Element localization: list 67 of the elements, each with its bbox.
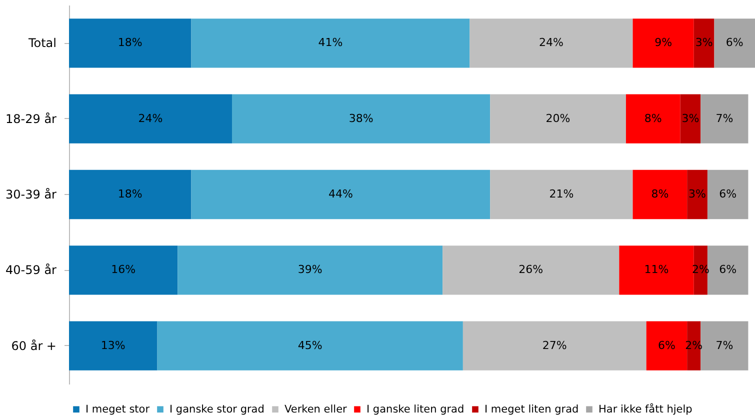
data-label: 6% [719, 188, 737, 200]
legend-label: I ganske liten grad [366, 403, 464, 416]
bar [619, 246, 694, 295]
bar [462, 321, 646, 370]
bar [191, 170, 490, 220]
data-label: 3% [682, 112, 700, 125]
data-label: 6% [719, 263, 737, 276]
bar [69, 170, 192, 220]
bar [707, 170, 748, 220]
data-label: 11% [644, 263, 669, 276]
bar [707, 246, 748, 295]
bar [646, 321, 688, 370]
data-label: 41% [318, 36, 343, 50]
bar [700, 94, 748, 144]
data-label: 7% [716, 112, 734, 125]
bar [442, 246, 620, 295]
data-label: 39% [298, 263, 322, 276]
data-label: 8% [651, 188, 669, 200]
bar [626, 94, 680, 144]
y-tick-label: Total [27, 36, 56, 50]
legend-label: Har ikke fått hjelp [598, 402, 693, 416]
bar [69, 321, 158, 370]
data-label: 45% [298, 338, 322, 352]
data-label: 24% [539, 36, 564, 50]
data-label: 8% [644, 112, 662, 125]
bar [700, 321, 748, 370]
data-label: 6% [658, 338, 676, 352]
data-label: 18% [118, 36, 142, 50]
data-label: 6% [726, 36, 744, 50]
bar [490, 170, 633, 220]
data-label: 18% [118, 188, 142, 200]
bar [178, 246, 443, 295]
data-label: 16% [111, 263, 136, 276]
data-label: 21% [549, 188, 574, 200]
y-tick-label: 18-29 år [6, 112, 57, 126]
bar [191, 18, 470, 68]
bar [632, 170, 688, 220]
bar [694, 18, 714, 68]
data-label: 13% [100, 338, 126, 352]
data-label: 7% [716, 338, 734, 352]
legend-label: I meget stor [86, 403, 150, 416]
bar [69, 18, 192, 68]
y-tick-label: 30-39 år [6, 188, 57, 202]
bar [232, 94, 490, 144]
data-label: 3% [695, 36, 713, 50]
data-label: 38% [348, 112, 374, 125]
legend-label: I meget liten grad [484, 403, 579, 416]
data-label: 9% [654, 36, 672, 50]
bar [470, 18, 633, 68]
bar [632, 18, 694, 68]
legend-label: Verken eller [284, 403, 348, 416]
bar [69, 246, 178, 295]
data-label: 27% [542, 338, 567, 352]
data-label: 44% [328, 188, 353, 200]
bar [714, 18, 755, 68]
bar [680, 94, 701, 144]
legend-label: I ganske stor grad [170, 403, 264, 416]
bar [69, 94, 232, 144]
data-label: 24% [138, 112, 163, 125]
y-tick-label: 40-59 år [6, 263, 57, 278]
data-label: 26% [518, 263, 544, 276]
data-label: 3% [688, 188, 706, 200]
bar [157, 321, 463, 370]
y-tick-label: 60 år + [11, 338, 56, 353]
data-label: 20% [546, 112, 570, 125]
bar [490, 94, 626, 144]
bar [687, 170, 708, 220]
